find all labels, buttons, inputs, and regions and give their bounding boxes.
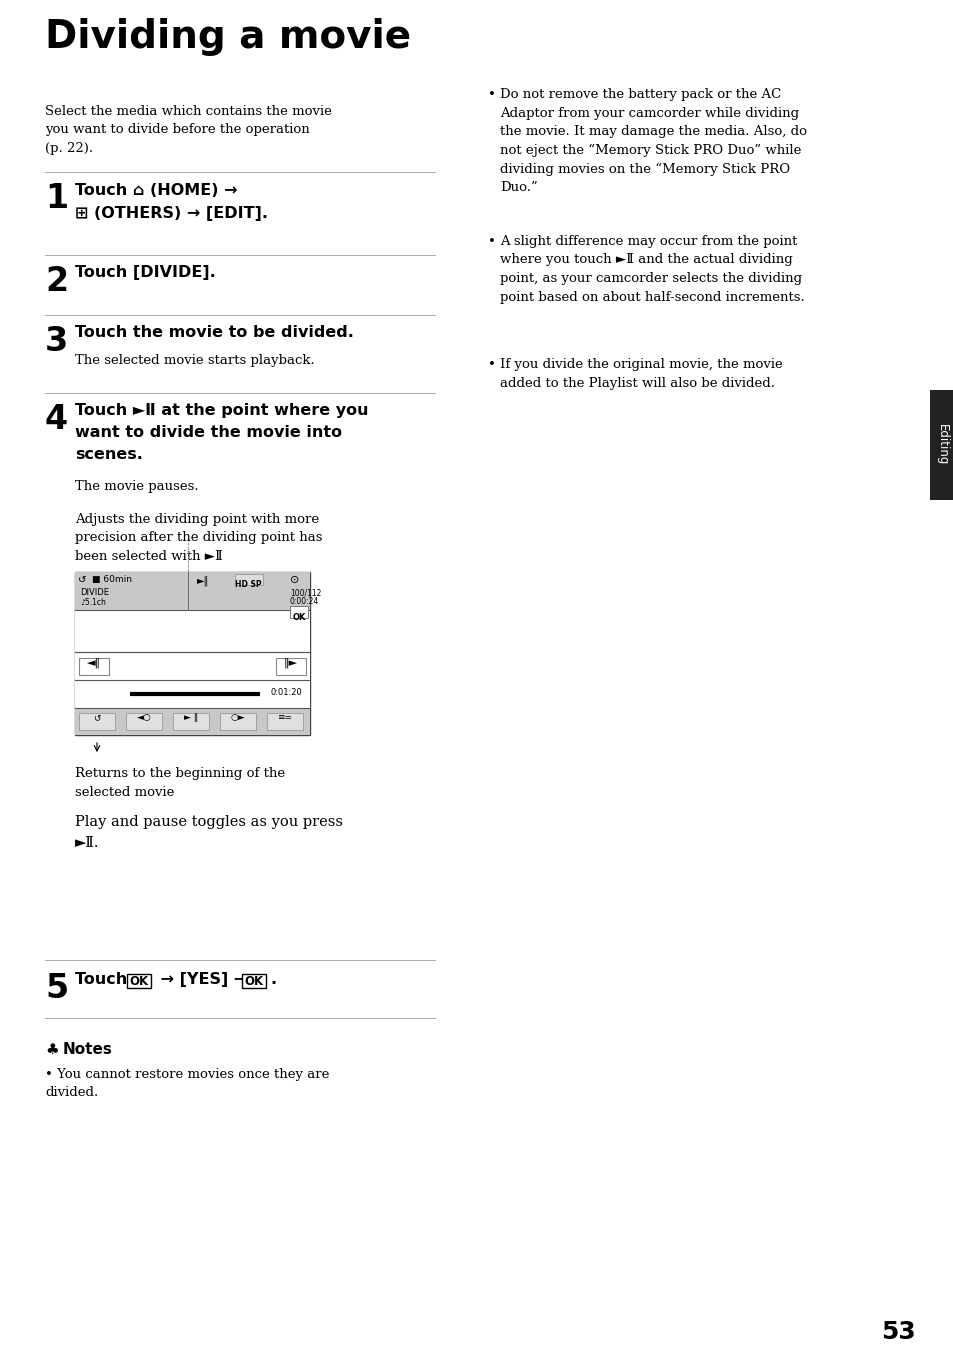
- Text: ↺: ↺: [78, 575, 87, 585]
- Bar: [79, 658, 109, 674]
- Text: Dividing a movie: Dividing a movie: [45, 18, 411, 56]
- Text: Editing: Editing: [935, 425, 947, 465]
- Text: Touch the movie to be divided.: Touch the movie to be divided.: [75, 324, 354, 341]
- Text: 0:00:24: 0:00:24: [290, 597, 319, 607]
- Text: ‖►: ‖►: [284, 658, 297, 669]
- Bar: [79, 712, 115, 730]
- Text: ►‖: ►‖: [197, 575, 210, 585]
- Text: ↺: ↺: [93, 712, 101, 722]
- Text: ⊙: ⊙: [290, 575, 299, 585]
- Bar: [75, 573, 310, 735]
- Bar: [127, 974, 151, 988]
- Text: OK: OK: [130, 974, 149, 988]
- Bar: [75, 680, 310, 708]
- Text: ♣: ♣: [45, 1042, 58, 1057]
- Text: HD SP: HD SP: [235, 579, 262, 589]
- Bar: [242, 974, 266, 988]
- Text: OK: OK: [244, 974, 263, 988]
- Text: → [YES] →: → [YES] →: [154, 972, 253, 987]
- Text: OK: OK: [292, 613, 305, 622]
- Text: A slight difference may occur from the point
where you touch ►Ⅱ and the actual d: A slight difference may occur from the p…: [499, 235, 804, 304]
- Bar: [75, 708, 310, 735]
- Text: The selected movie starts playback.: The selected movie starts playback.: [75, 354, 314, 366]
- Text: Touch [DIVIDE].: Touch [DIVIDE].: [75, 265, 215, 280]
- Bar: [267, 712, 303, 730]
- Text: Do not remove the battery pack or the AC
Adaptor from your camcorder while divid: Do not remove the battery pack or the AC…: [499, 88, 806, 194]
- Bar: [220, 712, 255, 730]
- Text: 4: 4: [45, 403, 68, 436]
- Text: .: .: [270, 972, 275, 987]
- Bar: [290, 607, 308, 617]
- Text: •: •: [488, 235, 496, 248]
- Text: • You cannot restore movies once they are
divided.: • You cannot restore movies once they ar…: [45, 1068, 329, 1099]
- Text: DIVIDE: DIVIDE: [80, 588, 109, 597]
- Text: 100/112: 100/112: [290, 588, 321, 597]
- Text: •: •: [488, 358, 496, 370]
- Text: 3: 3: [45, 324, 69, 358]
- Text: Select the media which contains the movie
you want to divide before the operatio: Select the media which contains the movi…: [45, 104, 332, 155]
- Text: •: •: [488, 88, 496, 100]
- Text: ≡=: ≡=: [277, 712, 293, 722]
- Text: ◄○: ◄○: [136, 712, 152, 722]
- Text: ► ‖: ► ‖: [184, 712, 198, 722]
- Text: 0:01:20: 0:01:20: [270, 688, 302, 697]
- Text: Adjusts the dividing point with more
precision after the dividing point has
been: Adjusts the dividing point with more pre…: [75, 513, 322, 563]
- Text: The movie pauses.: The movie pauses.: [75, 480, 198, 493]
- Text: Touch ⌂ (HOME) →
⊞ (OTHERS) → [EDIT].: Touch ⌂ (HOME) → ⊞ (OTHERS) → [EDIT].: [75, 183, 268, 221]
- Bar: [75, 611, 310, 651]
- Text: ■ 60min: ■ 60min: [91, 575, 132, 584]
- Text: Notes: Notes: [63, 1042, 112, 1057]
- Text: Play and pause toggles as you press
►Ⅱ.: Play and pause toggles as you press ►Ⅱ.: [75, 816, 343, 849]
- Text: If you divide the original movie, the movie
added to the Playlist will also be d: If you divide the original movie, the mo…: [499, 358, 781, 389]
- Bar: [275, 658, 306, 674]
- Text: Returns to the beginning of the
selected movie: Returns to the beginning of the selected…: [75, 767, 285, 798]
- Bar: [75, 651, 310, 680]
- Text: 2: 2: [45, 265, 68, 299]
- Bar: [172, 712, 209, 730]
- Text: ○►: ○►: [231, 712, 245, 722]
- Text: Touch: Touch: [75, 972, 132, 987]
- Bar: [75, 573, 310, 611]
- Text: 53: 53: [881, 1320, 915, 1343]
- Bar: [126, 712, 162, 730]
- Text: ◄‖: ◄‖: [87, 658, 101, 669]
- Bar: [929, 389, 953, 499]
- Text: 5: 5: [45, 972, 69, 1006]
- Bar: [234, 574, 262, 585]
- Text: 1: 1: [45, 182, 68, 214]
- Text: ♪5.1ch: ♪5.1ch: [80, 598, 106, 607]
- Text: Touch ►Ⅱ at the point where you
want to divide the movie into
scenes.: Touch ►Ⅱ at the point where you want to …: [75, 403, 368, 463]
